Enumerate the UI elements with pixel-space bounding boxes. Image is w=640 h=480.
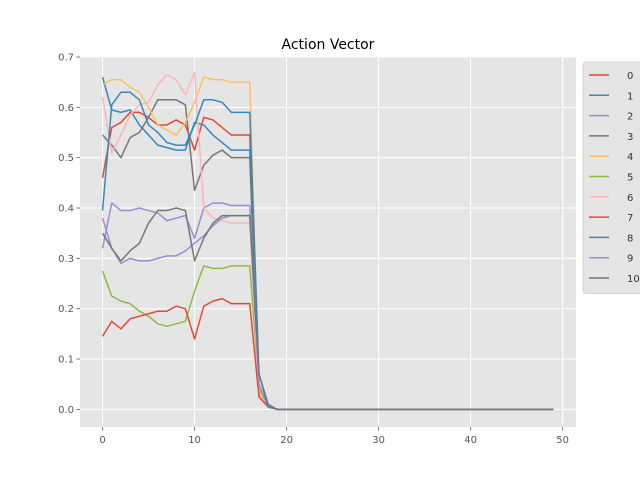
chart-title: Action Vector [282, 37, 375, 53]
legend-label-7: 7 [627, 213, 633, 224]
x-tick-label: 0 [99, 435, 105, 446]
series-group [101, 71, 554, 411]
x-tick-label: 30 [372, 435, 385, 446]
legend-label-5: 5 [627, 173, 633, 184]
x-axis: 0 10 20 30 40 50 [99, 427, 569, 446]
grid [80, 56, 576, 427]
legend-label-1: 1 [627, 91, 633, 102]
y-axis: 0.0 0.1 0.2 0.3 0.4 0.5 0.6 0.7 [58, 53, 80, 416]
x-tick-label: 50 [556, 435, 569, 446]
y-tick-label: 0.5 [58, 153, 74, 164]
y-tick-label: 0.4 [58, 204, 74, 215]
legend-label-6: 6 [627, 193, 633, 204]
x-tick-label: 40 [464, 435, 477, 446]
plot-area [80, 57, 576, 427]
legend-label-9: 9 [627, 254, 633, 265]
legend-label-2: 2 [627, 112, 633, 123]
y-tick-label: 0.3 [58, 254, 74, 265]
x-tick-label: 20 [280, 435, 293, 446]
y-tick-label: 0.1 [58, 355, 74, 366]
y-tick-label: 0.6 [58, 103, 74, 114]
legend-box [582, 61, 640, 294]
legend: 0 1 2 3 4 5 6 7 8 9 10 [582, 61, 640, 294]
series-line-10 [101, 207, 554, 411]
legend-label-3: 3 [627, 132, 633, 143]
y-tick-label: 0.2 [58, 304, 74, 315]
legend-label-0: 0 [627, 71, 633, 82]
legend-label-8: 8 [627, 233, 633, 244]
legend-label-10: 10 [627, 274, 640, 285]
y-tick-label: 0.7 [58, 53, 74, 64]
x-tick-label: 10 [188, 435, 201, 446]
legend-label-4: 4 [627, 152, 633, 163]
y-tick-label: 0.0 [58, 405, 74, 416]
